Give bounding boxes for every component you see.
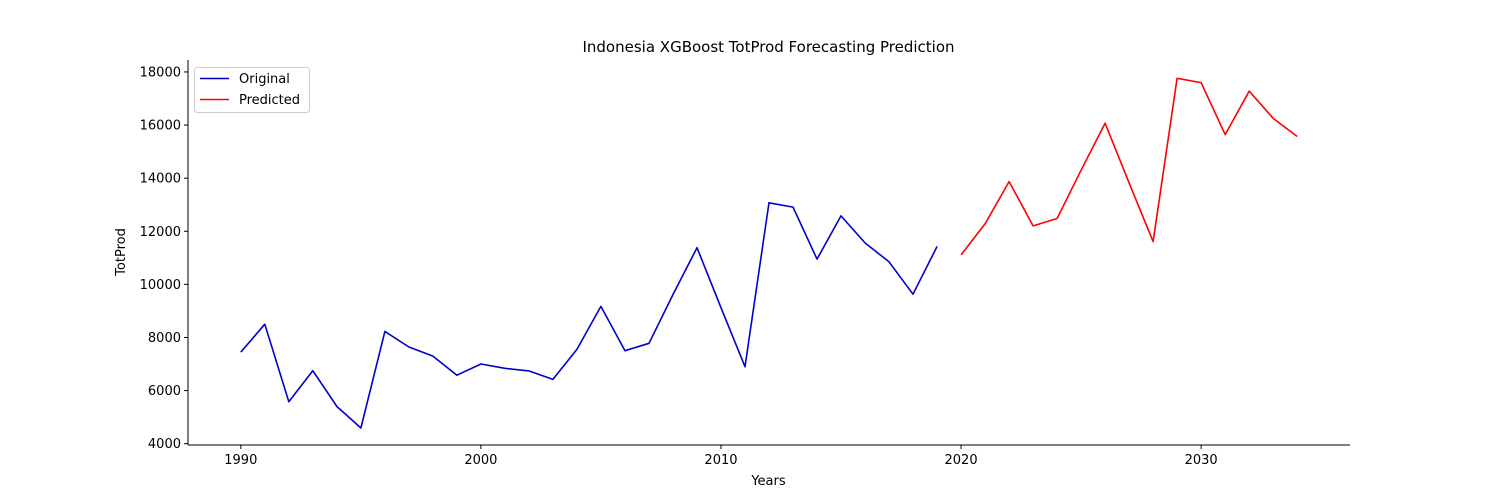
y-tick-label: 8000 bbox=[148, 331, 181, 346]
legend-label-original: Original bbox=[239, 72, 290, 87]
y-tick-label: 14000 bbox=[140, 172, 181, 187]
chart-title: Indonesia XGBoost TotProd Forecasting Pr… bbox=[582, 38, 954, 56]
y-tick-label: 16000 bbox=[140, 119, 181, 134]
y-tick-label: 10000 bbox=[140, 278, 181, 293]
x-tick-label: 2010 bbox=[704, 453, 737, 468]
legend: Original Predicted bbox=[194, 67, 310, 113]
x-tick-label: 2000 bbox=[464, 453, 497, 468]
y-axis-label: TotProd bbox=[114, 228, 129, 277]
x-axis-label: Years bbox=[750, 474, 786, 489]
y-tick-label: 18000 bbox=[140, 65, 181, 80]
series-line-predicted bbox=[960, 77, 1298, 256]
series-line-original bbox=[240, 202, 938, 429]
x-tick-label: 2020 bbox=[945, 453, 978, 468]
legend-label-predicted: Predicted bbox=[239, 93, 300, 108]
y-tick-label: 12000 bbox=[140, 225, 181, 240]
x-tick-label: 1990 bbox=[224, 453, 257, 468]
y-tick-label: 4000 bbox=[148, 437, 181, 452]
y-tick-label: 6000 bbox=[148, 384, 181, 399]
x-tick-label: 2030 bbox=[1185, 453, 1218, 468]
plot-area: 1990 2000 2010 2020 2030 4000 6000 8000 10000 120… bbox=[140, 60, 1350, 468]
